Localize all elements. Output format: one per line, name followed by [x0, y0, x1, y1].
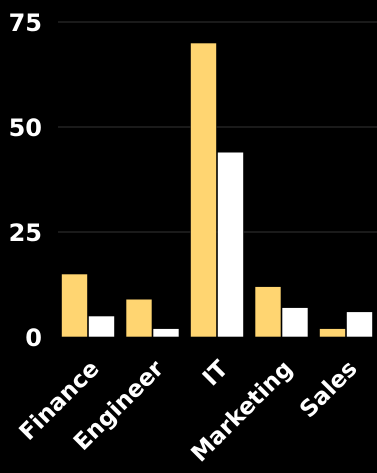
bar-sales-series-1 [319, 328, 346, 338]
y-tick-label: 25 [9, 219, 42, 247]
bar-marketing-series-2 [281, 307, 309, 338]
x-tick-label: IT [198, 356, 234, 392]
bar-finance-series-1 [61, 273, 88, 338]
bar-it-series-2 [217, 151, 244, 338]
y-tick-label: 0 [25, 324, 42, 352]
y-tick-label: 75 [9, 9, 42, 37]
bar-it-series-1 [190, 42, 217, 338]
bar-sales-series-2 [346, 311, 373, 338]
x-tick-label: Sales [295, 356, 362, 423]
bar-engineer-series-2 [152, 328, 180, 338]
y-tick-label: 50 [9, 114, 42, 142]
bar-engineer-series-1 [125, 298, 153, 338]
y-axis-ticks: 0 25 50 75 [9, 9, 42, 352]
bar-marketing-series-1 [254, 286, 282, 338]
bar-finance-series-2 [88, 315, 115, 338]
bars [61, 42, 373, 338]
